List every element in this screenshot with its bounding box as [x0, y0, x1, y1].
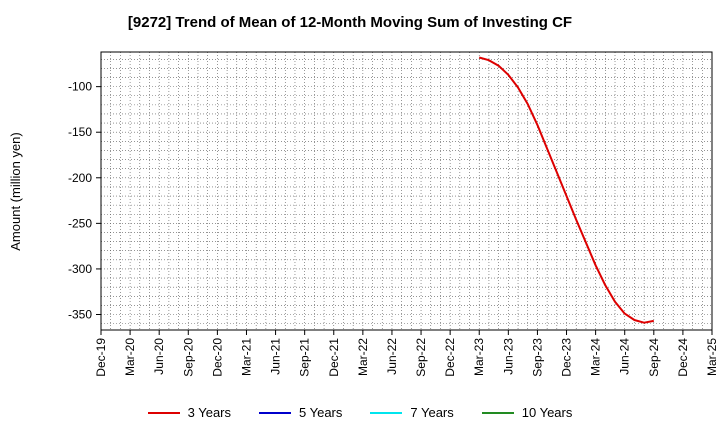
x-tick-label: Sep-21 — [298, 338, 312, 377]
x-tick-label: Jun-23 — [501, 338, 515, 375]
legend: 3 Years 5 Years 7 Years 10 Years — [0, 405, 720, 420]
y-tick-label: -100 — [68, 80, 92, 94]
x-tick-label: Sep-23 — [530, 338, 544, 377]
legend-label: 10 Years — [521, 405, 573, 420]
legend-swatch — [259, 411, 291, 414]
x-tick-label: Dec-22 — [443, 338, 457, 377]
legend-item: 3 Years — [147, 405, 231, 420]
legend-swatch — [481, 411, 514, 414]
x-tick-label: Mar-22 — [356, 338, 370, 376]
x-tick-label: Jun-20 — [152, 338, 166, 375]
legend-label: 7 Years — [410, 405, 454, 420]
legend-item: 10 Years — [481, 405, 573, 420]
x-tick-label: Dec-20 — [210, 338, 224, 377]
x-tick-label: Jun-21 — [269, 338, 283, 375]
x-tick-label: Mar-24 — [589, 338, 603, 376]
x-tick-label: Mar-25 — [705, 338, 719, 376]
series-line-3-years — [478, 56, 654, 324]
x-tick-label: Dec-21 — [327, 338, 341, 377]
legend-item: 7 Years — [370, 405, 454, 420]
x-tick-label: Mar-21 — [239, 338, 253, 376]
y-tick-label: -250 — [68, 216, 92, 230]
legend-label: 3 Years — [187, 405, 231, 420]
x-tick-label: Dec-23 — [560, 338, 574, 377]
chart-title: [9272] Trend of Mean of 12-Month Moving … — [127, 14, 573, 31]
y-tick-label: -350 — [68, 308, 92, 322]
x-tick-label: Mar-23 — [472, 338, 486, 376]
y-tick-label: -150 — [68, 125, 92, 139]
x-tick-label: Sep-20 — [181, 338, 195, 377]
x-tick-label: Dec-19 — [94, 338, 108, 377]
legend-swatch — [370, 411, 403, 414]
x-tick-label: Mar-20 — [123, 338, 137, 376]
legend-swatch — [147, 411, 180, 414]
x-tick-label: Sep-22 — [414, 338, 428, 377]
legend-item: 5 Years — [259, 405, 342, 420]
x-tick-label: Sep-24 — [647, 338, 661, 377]
plot-frame — [100, 51, 713, 331]
y-tick-label: -200 — [68, 171, 92, 185]
x-tick-label: Jun-22 — [385, 338, 399, 375]
x-tick-label: Jun-24 — [618, 338, 632, 375]
y-tick-label: -300 — [68, 262, 92, 276]
legend-label: 5 Years — [299, 405, 343, 420]
x-tick-label: Dec-24 — [676, 338, 690, 377]
